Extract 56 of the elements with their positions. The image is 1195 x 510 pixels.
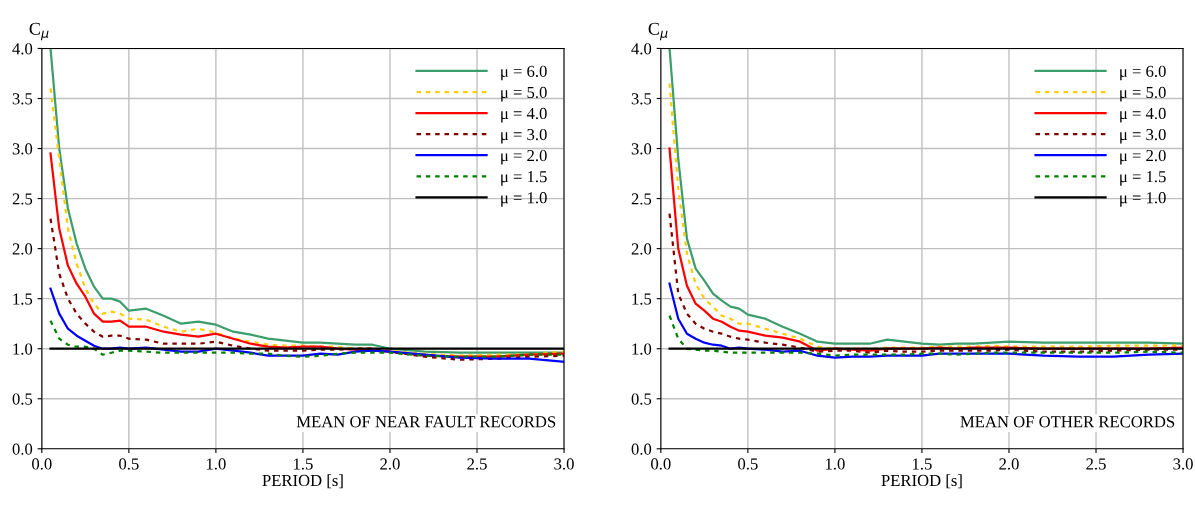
legend-label: μ = 4.0 — [501, 107, 547, 123]
x-tick-label: 2.0 — [380, 458, 400, 470]
x-tick-label: 1.0 — [825, 458, 845, 470]
x-tick-label: 0.5 — [738, 458, 758, 470]
y-tick-label: 2.5 — [12, 193, 33, 205]
y-tick-label: 3.5 — [631, 93, 652, 105]
legend-label: μ = 2.0 — [1120, 149, 1166, 165]
y-tick-label: 0.5 — [631, 393, 652, 405]
legend-label: μ = 6.0 — [501, 65, 547, 81]
legend-label: μ = 6.0 — [1120, 65, 1166, 81]
legend-label: μ = 3.0 — [501, 128, 547, 144]
annotation: MEAN OF NEAR FAULT RECORDS — [296, 416, 556, 428]
y-tick-label: 2.5 — [631, 193, 652, 205]
line-series — [668, 314, 1184, 357]
legend-label: μ = 1.5 — [1120, 171, 1166, 186]
x-axis-title: PERIOD [s] — [881, 474, 962, 489]
x-tick-label: 3.0 — [1173, 458, 1193, 470]
x-tick-label: 3.0 — [554, 458, 574, 470]
legend-label: μ = 1.0 — [1120, 192, 1166, 207]
legend-label: μ = 1.0 — [501, 192, 547, 207]
line-series — [668, 282, 1184, 359]
y-tick-label: 3.0 — [631, 143, 652, 155]
y-tick-label: 2.0 — [12, 243, 33, 255]
x-tick-label: 0.0 — [32, 458, 52, 470]
y-tick-label: 0.0 — [12, 443, 33, 455]
x-tick-label: 2.5 — [1086, 458, 1106, 470]
y-axis-title: C$_{μ}$ — [648, 22, 668, 41]
y-tick-label: 1.5 — [13, 293, 33, 305]
x-axis-title: PERIOD [s] — [262, 474, 343, 489]
y-tick-label: 1.0 — [632, 343, 652, 355]
x-tick-label: 2.0 — [999, 458, 1019, 470]
legend-label: μ = 5.0 — [501, 86, 547, 102]
x-tick-label: 2.5 — [467, 458, 487, 470]
legend-label: μ = 2.0 — [501, 149, 547, 165]
x-tick-label: 1.5 — [293, 458, 313, 470]
x-tick-label: 0.5 — [119, 458, 139, 470]
y-tick-label: 4.0 — [631, 43, 652, 55]
y-tick-label: 3.5 — [12, 93, 33, 105]
y-tick-label: 0.0 — [631, 443, 652, 455]
x-tick-label: 0.0 — [651, 458, 671, 470]
annotation: MEAN OF OTHER RECORDS — [960, 416, 1175, 428]
y-axis-title: C$_{μ}$ — [29, 22, 49, 41]
line-series — [49, 287, 565, 363]
line-series — [49, 217, 565, 361]
y-tick-label: 0.5 — [12, 393, 33, 405]
y-tick-label: 1.5 — [632, 293, 652, 305]
y-tick-label: 2.0 — [631, 243, 652, 255]
legend-label: μ = 5.0 — [1120, 86, 1166, 102]
legend-label: μ = 3.0 — [1120, 128, 1166, 144]
legend-label: μ = 1.5 — [501, 171, 547, 186]
x-tick-label: 1.5 — [912, 458, 932, 470]
y-tick-label: 3.0 — [12, 143, 33, 155]
y-tick-label: 4.0 — [12, 43, 33, 55]
y-tick-label: 1.0 — [13, 343, 33, 355]
x-tick-label: 1.0 — [206, 458, 226, 470]
legend-label: μ = 4.0 — [1120, 107, 1166, 123]
